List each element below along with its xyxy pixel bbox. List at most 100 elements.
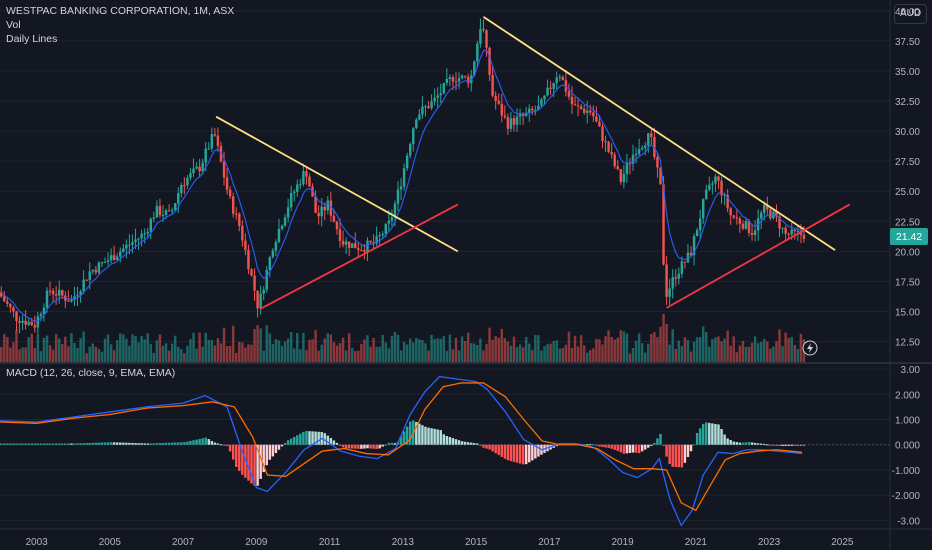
candle-body	[671, 277, 674, 289]
candle-body	[622, 174, 626, 183]
price-tag-bg	[890, 228, 928, 245]
macd-histogram-bar	[671, 444, 674, 467]
macd-histogram-bar	[589, 444, 592, 446]
candle-body	[460, 75, 464, 79]
candle-body	[244, 240, 247, 250]
trendlines[interactable]	[215, 16, 851, 310]
candle-body	[701, 199, 705, 219]
macd-histogram-bar	[595, 444, 598, 446]
candle-body	[262, 289, 265, 294]
candle-body	[21, 320, 24, 323]
volume-bar	[387, 348, 391, 362]
volume-bar	[128, 345, 131, 362]
volume-bar	[265, 325, 268, 362]
candle-body	[549, 87, 552, 89]
volume-bar	[207, 339, 210, 362]
macd-histogram-bar	[790, 444, 793, 446]
macd-histogram-bar	[695, 432, 699, 445]
macd-histogram-bar	[125, 442, 128, 445]
volume-bar	[439, 338, 442, 362]
macd-tick-label: -2.000	[892, 491, 921, 502]
volume-bar	[51, 349, 55, 362]
macd-histogram-bar	[51, 443, 55, 445]
volume-bar	[653, 332, 656, 362]
macd-histogram-bar	[265, 444, 268, 466]
candle-body	[366, 240, 369, 252]
candle-body	[112, 255, 116, 260]
macd-histogram-bar	[186, 441, 189, 445]
macd-histogram-bar	[659, 434, 662, 445]
candle-body	[152, 217, 156, 219]
candle-body	[134, 239, 137, 243]
candle-body	[473, 61, 476, 76]
candle-body	[424, 106, 427, 108]
macd-histogram-bar	[628, 444, 632, 453]
macd-histogram-bar	[216, 443, 220, 445]
candle-body	[494, 95, 497, 101]
volume-bar	[711, 339, 714, 362]
candle-body	[518, 114, 522, 117]
macd-histogram-bar	[662, 444, 665, 446]
volume-bar	[659, 326, 662, 362]
volume-bar	[650, 334, 653, 362]
volume-bar	[781, 346, 784, 362]
candle-body	[235, 213, 238, 215]
macd-histogram-bar	[30, 443, 33, 445]
volume-bar	[622, 331, 626, 362]
daily-lines-label[interactable]: Daily Lines	[6, 33, 58, 45]
macd-histogram-bar	[445, 435, 449, 445]
currency-button[interactable]: AUD	[894, 4, 927, 24]
candle-body	[778, 216, 781, 229]
candle-body	[677, 273, 681, 279]
candle-body	[61, 290, 64, 296]
candle-body	[613, 154, 616, 167]
volume-bar	[604, 336, 607, 362]
volume-bar	[778, 329, 781, 362]
volume-bar	[787, 338, 790, 362]
candle-body	[451, 77, 455, 82]
macd-histogram-bar	[198, 438, 201, 445]
candle-body	[674, 277, 677, 279]
volume-bar	[747, 346, 751, 362]
volume-bar	[680, 346, 684, 362]
volume-bar	[793, 344, 797, 362]
macd-histogram-bar	[247, 444, 250, 481]
macd-histogram-bar	[350, 444, 354, 449]
volume-bar	[509, 345, 513, 362]
volume-label[interactable]: Vol	[6, 19, 21, 31]
volume-bar	[445, 350, 449, 362]
macd-histogram-bar	[354, 444, 357, 449]
macd-label[interactable]: MACD (12, 26, close, 9, EMA, EMA)	[6, 367, 176, 379]
macd-histogram-bar	[769, 444, 772, 446]
volume-bar	[39, 351, 43, 362]
time-tick-label: 2009	[245, 537, 268, 548]
macd-tick-label: -1.000	[892, 466, 921, 477]
volume-bar	[476, 345, 479, 362]
macd-histogram-bar	[698, 428, 702, 445]
candle-body	[338, 229, 342, 241]
volume-bar	[558, 348, 561, 362]
volume-bar	[616, 337, 619, 362]
candle-body	[787, 233, 790, 235]
volume-bar	[88, 346, 91, 362]
volume-bar	[106, 334, 110, 362]
candle-body	[305, 171, 308, 177]
candle-body	[210, 134, 214, 149]
price-tick-label: 40.00	[895, 7, 920, 18]
volume-bar	[12, 342, 15, 362]
macd-histogram-bar	[711, 423, 714, 445]
volume-bar	[640, 343, 644, 362]
volume-bar	[70, 333, 73, 362]
candle-body	[488, 47, 491, 75]
macd-histogram-bar	[94, 442, 98, 445]
volume-bar	[589, 350, 592, 362]
candle-body	[109, 255, 113, 261]
candle-body	[717, 176, 720, 181]
volume-bar	[125, 338, 128, 362]
macd-histogram-bar	[701, 423, 705, 445]
volume-bar	[271, 344, 275, 362]
candle-body	[476, 43, 479, 62]
macd-histogram-bar	[235, 444, 238, 467]
candle-body	[296, 184, 299, 192]
